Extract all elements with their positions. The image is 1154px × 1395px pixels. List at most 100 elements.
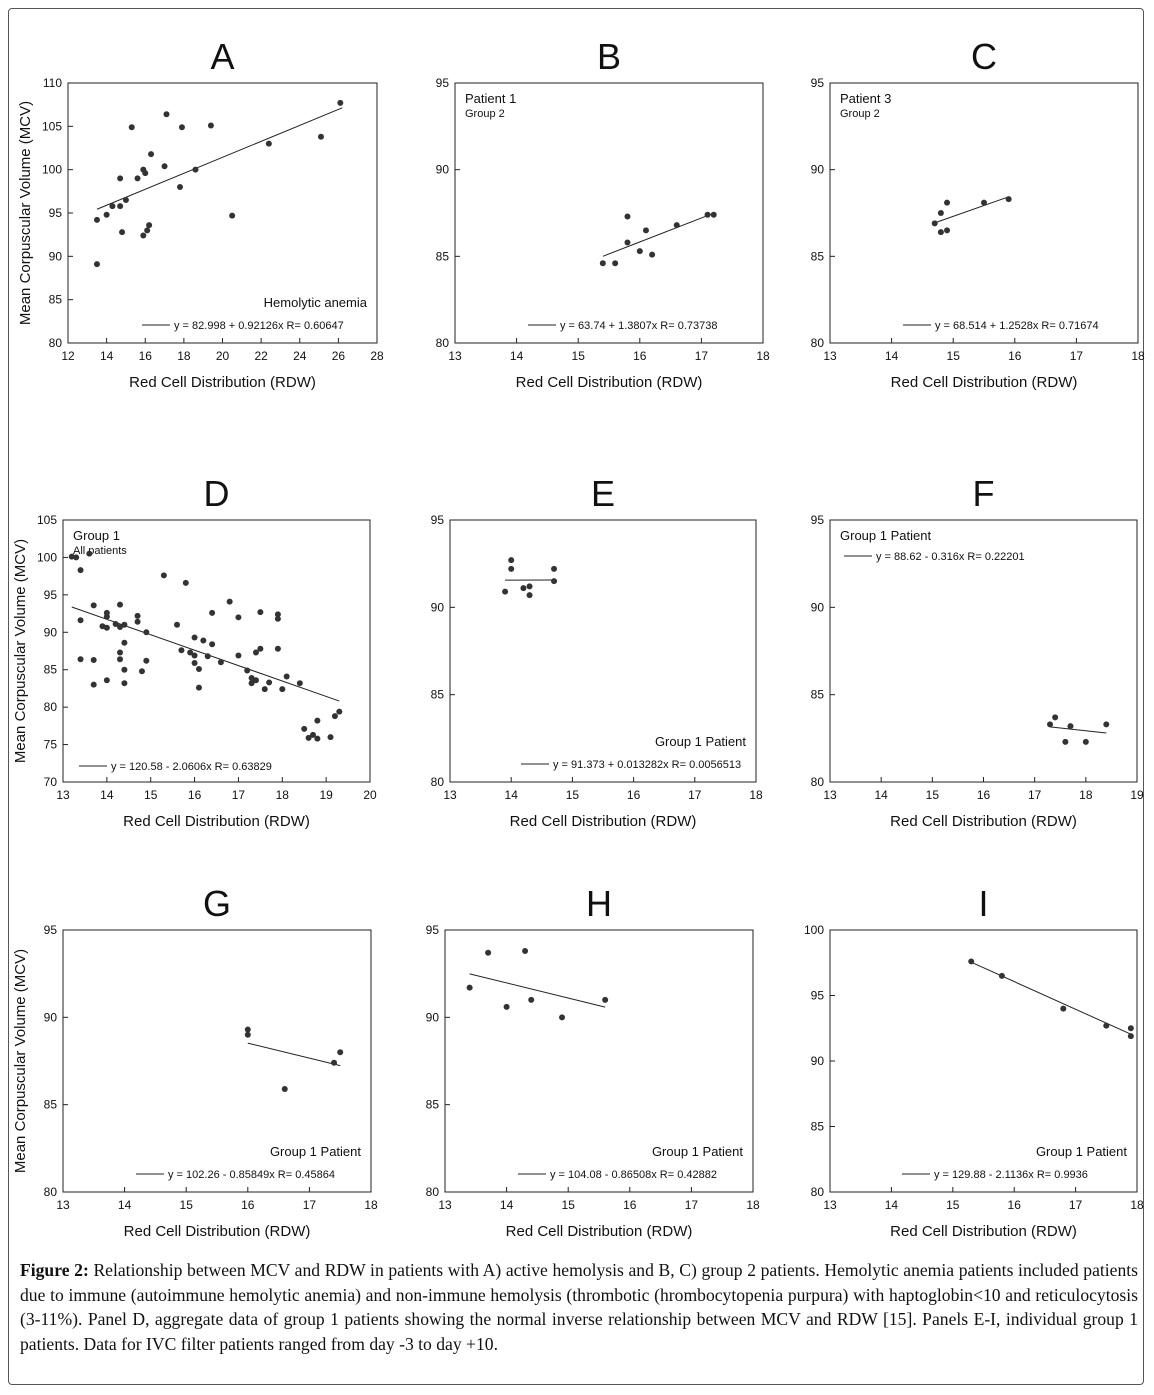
y-tick-label: 95	[44, 588, 58, 602]
y-tick-label: 90	[811, 600, 825, 614]
x-tick-label: 18	[746, 1198, 760, 1212]
y-tick-label: 85	[44, 1098, 58, 1112]
legend-equation: y = 88.62 - 0.316x R= 0.22201	[876, 551, 1025, 563]
x-tick-label: 17	[1028, 788, 1042, 802]
data-point	[466, 984, 473, 991]
data-point	[944, 199, 951, 206]
data-point	[309, 731, 316, 738]
data-point	[207, 122, 214, 129]
x-tick-label: 15	[926, 788, 940, 802]
plot-area	[444, 929, 754, 1193]
data-point	[1127, 1025, 1134, 1032]
data-point	[143, 629, 150, 636]
data-point	[109, 203, 116, 210]
data-point	[1103, 721, 1110, 728]
y-tick-label: 105	[37, 513, 57, 527]
regression-line	[602, 212, 714, 257]
y-tick-label: 85	[44, 663, 58, 677]
x-tick-label: 16	[633, 349, 647, 363]
x-axis-label: Red Cell Distribution (RDW)	[123, 813, 310, 830]
x-tick-label: 14	[874, 788, 888, 802]
annotation-line-1: Group 1	[73, 528, 120, 543]
y-tick-label: 95	[436, 76, 450, 90]
x-tick-label: 16	[623, 1198, 637, 1212]
data-point	[117, 601, 124, 608]
data-point	[178, 647, 185, 654]
data-point	[252, 649, 259, 656]
regression-line	[971, 961, 1132, 1035]
data-point	[257, 609, 264, 616]
x-tick-label: 18	[364, 1198, 378, 1212]
data-point	[704, 211, 711, 218]
data-point	[508, 565, 515, 572]
y-tick-label: 90	[811, 1054, 825, 1068]
x-axis-label: Red Cell Distribution (RDW)	[890, 1223, 1077, 1240]
data-point	[191, 634, 198, 641]
data-point	[551, 578, 558, 585]
x-tick-label: 13	[823, 1198, 837, 1212]
annotation-line-1: Patient 3	[840, 91, 891, 106]
data-point	[209, 641, 216, 648]
y-tick-label: 95	[426, 923, 440, 937]
y-tick-label: 85	[426, 1098, 440, 1112]
data-point	[602, 996, 609, 1003]
x-tick-label: 16	[139, 349, 153, 363]
y-tick-label: 85	[431, 688, 445, 702]
data-point	[642, 227, 649, 234]
x-tick-label: 16	[188, 788, 202, 802]
data-point	[331, 713, 338, 720]
data-point	[1047, 721, 1054, 728]
data-point	[673, 222, 680, 229]
data-point	[134, 175, 141, 182]
y-tick-label: 95	[44, 923, 58, 937]
data-point	[551, 565, 558, 572]
data-point	[559, 1014, 566, 1021]
data-point	[710, 211, 717, 218]
legend-equation: y = 63.74 + 1.3807x R= 0.73738	[560, 320, 718, 332]
data-point	[944, 227, 951, 234]
data-point	[503, 1003, 510, 1010]
data-point	[520, 585, 527, 592]
data-point	[265, 140, 272, 147]
x-tick-label: 16	[627, 788, 641, 802]
y-tick-label: 90	[44, 625, 58, 639]
data-point	[178, 124, 185, 131]
x-tick-label: 15	[947, 349, 961, 363]
regression-line	[247, 1042, 341, 1067]
x-tick-label: 20	[363, 788, 377, 802]
data-point	[103, 624, 110, 631]
plot-area	[829, 82, 1139, 344]
data-point	[261, 686, 268, 693]
x-axis-label: Red Cell Distribution (RDW)	[891, 374, 1078, 391]
data-point	[274, 645, 281, 652]
data-point	[200, 637, 207, 644]
data-point	[143, 657, 150, 664]
y-tick-label: 95	[811, 513, 825, 527]
x-tick-label: 15	[144, 788, 158, 802]
y-tick-label: 80	[811, 775, 825, 789]
data-point	[121, 639, 128, 646]
data-point	[73, 554, 80, 561]
data-point	[144, 227, 151, 234]
x-tick-label: 17	[232, 788, 246, 802]
data-point	[624, 213, 631, 220]
annotation-line-2: All patients	[73, 545, 127, 557]
legend-equation: y = 129.88 - 2.1136x R= 0.9936	[934, 1169, 1088, 1181]
y-tick-label: 90	[431, 600, 445, 614]
legend-equation: y = 68.514 + 1.2528x R= 0.71674	[935, 320, 1099, 332]
data-point	[526, 592, 533, 599]
data-point	[209, 609, 216, 616]
data-point	[279, 686, 286, 693]
data-point	[77, 656, 84, 663]
y-tick-label: 70	[44, 775, 58, 789]
data-point	[146, 222, 153, 229]
y-tick-label: 95	[431, 513, 445, 527]
panel-g: G 13 14 15 16 17 18 80 85 90 95 Red Cell Distributi…	[12, 883, 378, 1240]
data-point	[138, 668, 145, 675]
data-point	[204, 653, 211, 660]
regression-line	[1049, 726, 1107, 734]
y-tick-label: 100	[804, 923, 824, 937]
x-tick-label: 18	[177, 349, 191, 363]
annotation-line-1: Group 1 Patient	[840, 528, 931, 543]
panel-b: B 13 14 15 16 17 18 80 85 90 95 Red Cell Distributi…	[436, 36, 770, 391]
